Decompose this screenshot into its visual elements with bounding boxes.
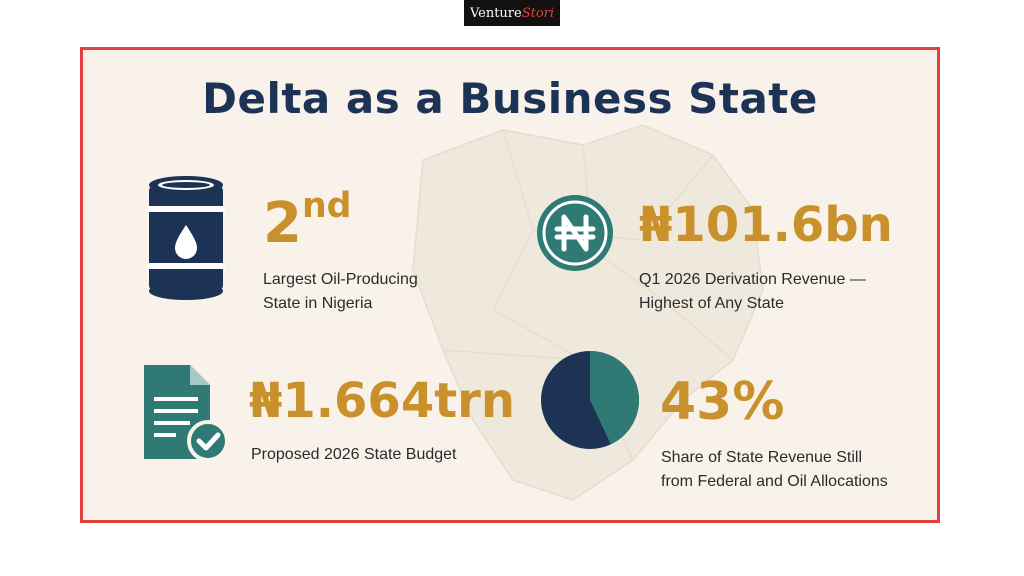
stat-derivation-caption: Q1 2026 Derivation Revenue — Highest of …	[639, 268, 866, 316]
naira-coin-icon	[537, 195, 613, 271]
stat-derivation-value: ₦101.6bn	[639, 197, 893, 253]
stat-derivation-caption-line2: Highest of Any State	[639, 295, 784, 312]
stat-revenue-share-value: 43%	[660, 372, 785, 432]
stat-revenue-share-caption-line1: Share of State Revenue Still	[661, 449, 863, 466]
stat-revenue-share-caption: Share of State Revenue Still from Federa…	[661, 446, 888, 494]
document-check-icon	[144, 365, 229, 462]
stat-budget-caption-line1: Proposed 2026 State Budget	[251, 446, 457, 463]
stat-budget-caption: Proposed 2026 State Budget	[251, 443, 457, 467]
stat-oil-rank-caption-line2: State in Nigeria	[263, 295, 373, 312]
stat-oil-rank-number: 2	[263, 190, 302, 256]
stat-oil-rank-suffix: nd	[301, 186, 352, 226]
stat-oil-rank-value: 2nd	[263, 174, 352, 256]
pie-chart-icon	[541, 351, 640, 449]
stat-oil-rank-caption-line1: Largest Oil-Producing	[263, 271, 418, 288]
logo-text-venture: Venture	[469, 5, 522, 21]
venturestori-logo[interactable]: Venture Stori	[464, 0, 560, 26]
stat-revenue-share-caption-line2: from Federal and Oil Allocations	[661, 473, 888, 490]
stat-derivation-caption-line1: Q1 2026 Derivation Revenue —	[639, 271, 866, 288]
logo-text-stori: Stori	[521, 5, 555, 21]
infographic-title: Delta as a Business State	[202, 74, 818, 123]
stat-budget-value: ₦1.664trn	[249, 373, 516, 429]
stat-oil-rank-caption: Largest Oil-Producing State in Nigeria	[263, 268, 418, 316]
infographic-card: Delta as a Business State 2nd Largest Oi…	[80, 47, 940, 523]
oil-barrel-icon	[147, 176, 225, 300]
